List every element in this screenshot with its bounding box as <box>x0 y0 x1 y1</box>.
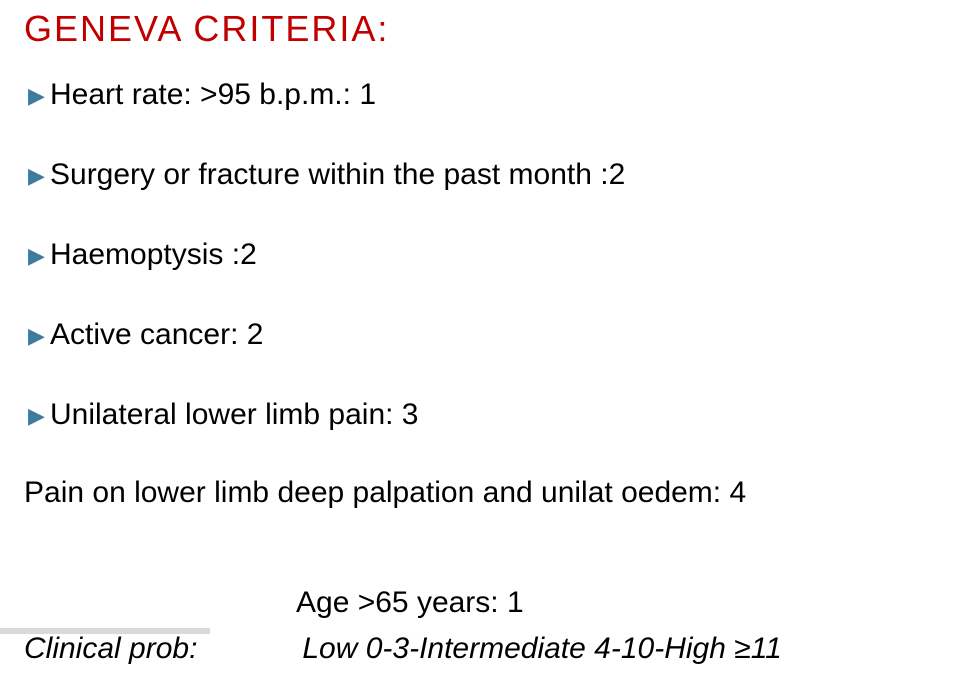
item-text: Heart rate: >95 b.p.m.: 1 <box>50 78 924 112</box>
bullet-icon: ▶ <box>24 318 50 354</box>
pain-line: Pain on lower limb deep palpation and un… <box>24 476 746 510</box>
bullet-icon: ▶ <box>24 238 50 274</box>
bullet-icon: ▶ <box>24 78 50 114</box>
list-item: ▶ Surgery or fracture within the past mo… <box>24 158 924 194</box>
footer-value: Low 0-3-Intermediate 4-10-High ≥11 <box>302 632 782 665</box>
slide: GENEVA CRITERIA: ▶ Heart rate: >95 b.p.m… <box>0 0 960 687</box>
slide-title: GENEVA CRITERIA: <box>24 8 389 50</box>
age-line: Age >65 years: 1 <box>296 586 524 620</box>
criteria-list: ▶ Heart rate: >95 b.p.m.: 1 ▶ Surgery or… <box>24 78 924 478</box>
item-text: Unilateral lower limb pain: 3 <box>50 398 924 432</box>
list-item: ▶ Active cancer: 2 <box>24 318 924 354</box>
list-item: ▶ Haemoptysis :2 <box>24 238 924 274</box>
item-text: Haemoptysis :2 <box>50 238 924 272</box>
footer-line: Clinical prob: Low 0-3-Intermediate 4-10… <box>24 632 944 666</box>
footer-label: Clinical prob: <box>24 632 294 666</box>
list-item: ▶ Unilateral lower limb pain: 3 <box>24 398 924 434</box>
item-text: Surgery or fracture within the past mont… <box>50 158 924 192</box>
bullet-icon: ▶ <box>24 158 50 194</box>
item-text: Active cancer: 2 <box>50 318 924 352</box>
list-item: ▶ Heart rate: >95 b.p.m.: 1 <box>24 78 924 114</box>
bullet-icon: ▶ <box>24 398 50 434</box>
